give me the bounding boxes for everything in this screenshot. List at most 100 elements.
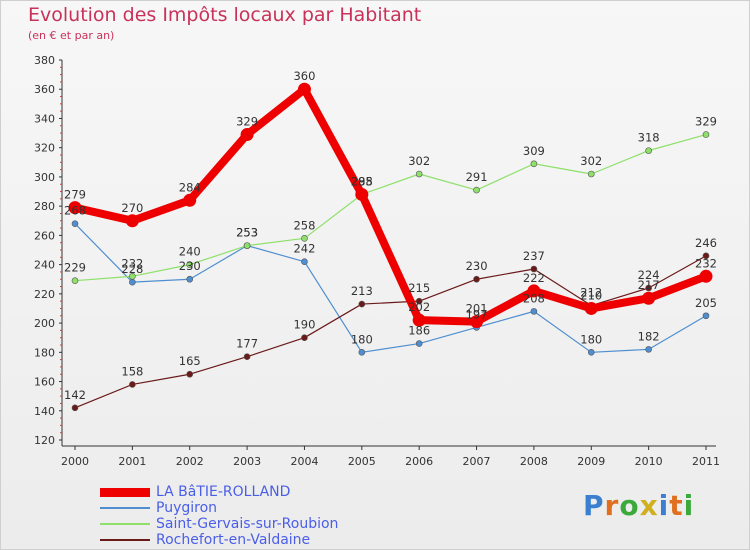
data-point [473, 275, 480, 283]
data-point [186, 370, 194, 378]
data-point [702, 131, 710, 138]
y-tick-label: 280 [34, 200, 55, 213]
data-label: 186 [408, 324, 430, 338]
data-label: 295 [351, 174, 373, 188]
data-label: 329 [236, 115, 258, 129]
data-label: 253 [236, 226, 258, 240]
data-label: 240 [179, 245, 201, 259]
data-point [645, 284, 652, 292]
legend-item: Puygiron [100, 500, 400, 516]
y-tick-label: 300 [34, 171, 55, 184]
data-point [702, 252, 710, 260]
data-point [129, 381, 136, 388]
data-label: 210 [580, 288, 602, 302]
data-label: 180 [351, 332, 373, 346]
x-tick-label: 2001 [118, 455, 146, 468]
data-label: 284 [179, 180, 201, 194]
x-tick-label: 2004 [290, 455, 318, 468]
data-label: 142 [64, 388, 86, 402]
legend-item: LA BâTIE-ROLLAND [100, 484, 400, 500]
y-tick-label: 340 [34, 112, 55, 125]
legend-swatch [100, 487, 150, 497]
data-label: 232 [695, 256, 717, 270]
x-tick-label: 2005 [348, 455, 376, 468]
data-point [358, 300, 366, 308]
chart-title: Evolution des Impôts locaux par Habitant [28, 4, 422, 26]
data-label: 232 [121, 256, 143, 270]
y-tick-label: 200 [34, 317, 55, 330]
legend-swatch [100, 539, 150, 541]
legend-item: Rochefort-en-Valdaine [100, 532, 400, 548]
data-point [415, 340, 423, 347]
x-tick-label: 2003 [233, 455, 261, 468]
data-point [645, 147, 652, 154]
data-label: 237 [523, 249, 545, 263]
x-tick-label: 2008 [520, 455, 548, 468]
data-point [699, 269, 713, 283]
data-label: 177 [236, 337, 258, 351]
legend-label: Puygiron [156, 500, 218, 516]
data-point [68, 201, 82, 215]
data-label: 205 [695, 296, 717, 310]
legend-label: LA BâTIE-ROLLAND [156, 484, 291, 500]
data-point [186, 261, 194, 268]
data-label: 215 [408, 281, 430, 295]
data-point [527, 284, 541, 298]
y-tick-label: 240 [34, 259, 55, 272]
data-label: 258 [293, 218, 315, 232]
data-label: 268 [64, 204, 86, 218]
data-label: 230 [466, 259, 488, 273]
data-label: 318 [638, 131, 660, 145]
data-point [530, 308, 538, 315]
line-chart: 120 140 160 180 200 220 240 260 280 300 320 340 360 3… [34, 54, 720, 468]
data-point [125, 214, 139, 228]
y-tick-label: 220 [34, 288, 55, 301]
data-point [71, 277, 79, 284]
data-point [186, 275, 194, 283]
data-label: 230 [179, 259, 201, 273]
data-point [243, 353, 251, 360]
legend-label: Rochefort-en-Valdaine [156, 532, 311, 548]
legend-item: Saint-Gervais-sur-Roubion [100, 516, 400, 532]
data-point [71, 220, 79, 227]
y-tick-label: 140 [34, 405, 55, 418]
data-label: 242 [293, 242, 315, 256]
data-label: 224 [638, 268, 660, 282]
data-label: 197 [466, 307, 488, 321]
data-label: 212 [580, 286, 602, 300]
data-label: 329 [695, 115, 717, 129]
data-label: 217 [638, 278, 660, 292]
chart-subtitle: (en € et par an) [28, 29, 115, 42]
data-label: 180 [580, 332, 602, 346]
data-label: 279 [64, 188, 86, 202]
legend: LA BâTIE-ROLLAND Puygiron Saint-Gervais-su… [100, 484, 400, 548]
data-point [240, 128, 254, 142]
data-point [412, 313, 426, 327]
data-point [243, 242, 251, 249]
y-tick-label: 120 [34, 434, 55, 447]
series-line [74, 85, 708, 326]
data-point [71, 404, 79, 412]
data-point [415, 170, 423, 178]
data-point [645, 346, 652, 353]
data-point [530, 160, 538, 168]
data-point [129, 273, 136, 280]
data-label: 360 [293, 69, 315, 83]
data-point [642, 291, 656, 305]
data-point [355, 187, 369, 201]
data-label: 302 [408, 154, 430, 168]
data-label: 288 [351, 174, 373, 188]
data-point [358, 349, 366, 356]
series-line [74, 223, 707, 353]
data-point [297, 82, 311, 96]
data-point [301, 258, 308, 265]
legend-swatch [100, 507, 150, 509]
series-line [74, 255, 707, 409]
data-point [470, 315, 484, 329]
data-point [129, 278, 136, 286]
x-tick-label: 2000 [61, 455, 89, 468]
legend-label: Saint-Gervais-sur-Roubion [156, 516, 339, 532]
legend-swatch [100, 523, 150, 525]
data-label: 208 [523, 291, 545, 305]
y-tick-label: 320 [34, 142, 55, 155]
